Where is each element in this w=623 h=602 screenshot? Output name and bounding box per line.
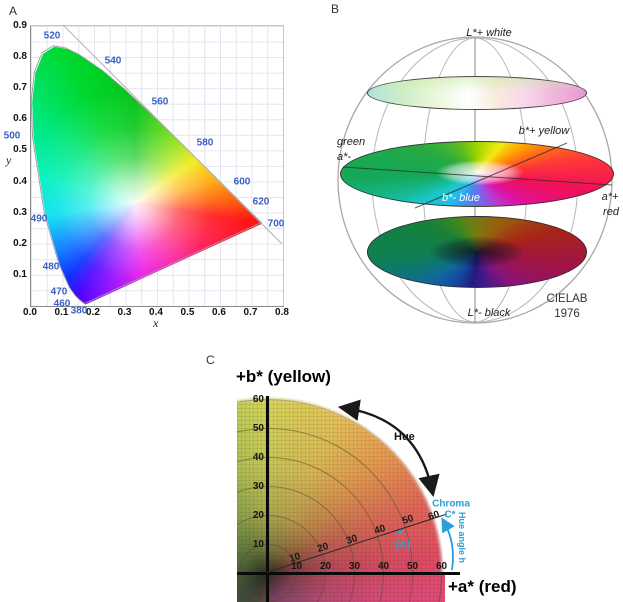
c-y-tick-label: 50 [252, 423, 264, 434]
y-tick-label: 0.3 [13, 206, 27, 218]
wavelength-label: 600 [233, 176, 251, 188]
panel-b-cielab-sphere: B L*+ white green a*- b*+ yellow b*- blu… [311, 0, 623, 340]
panel-a-label: A [9, 4, 18, 18]
panel-c-label: C [206, 353, 215, 367]
y-tick-label: 0.2 [13, 237, 27, 249]
green-axis-label-line1: green [337, 136, 366, 148]
panel-a-chromaticity-diagram: A x y 0.0 0.1 0.2 0.3 0.4 0.5 0.6 0.7 0.8 0.9 0.8 0… [0, 0, 311, 340]
chroma-label-line1: Chroma [432, 498, 470, 510]
hue-angle-label: Hue angle h [457, 512, 467, 564]
wavelength-label: 520 [43, 30, 61, 42]
x-tick-label: 0.1 [54, 307, 69, 318]
c-x-tick-label: 30 [348, 561, 361, 572]
y-tick-label: 0.7 [13, 82, 27, 94]
wavelength-label: 480 [42, 261, 60, 273]
wavelength-label: 540 [104, 55, 122, 67]
y-tick-label: 0.4 [13, 175, 27, 187]
cielab-caption-line2: 1976 [554, 308, 580, 320]
chroma-label-line2: C* [444, 509, 456, 521]
x-tick-label: 0.4 [149, 307, 163, 318]
c-x-tick-label: 40 [377, 561, 390, 572]
x-tick-label: 0.5 [180, 307, 195, 318]
point-a-label: (A) [395, 539, 411, 551]
c-y-tick-label: 40 [252, 452, 264, 463]
b-star-axis-title: +b* (yellow) [236, 367, 331, 386]
spectral-locus-gamut [31, 26, 283, 306]
cielab-caption-line1: CIELAB [546, 293, 588, 305]
dark-lightness-disk [367, 216, 587, 288]
b-star-axis-line [266, 396, 269, 602]
c-x-tick-label: 10 [290, 561, 303, 572]
panel-b-label: B [331, 2, 340, 16]
c-y-tick-label: 10 [252, 539, 264, 550]
x-axis-label: x [153, 316, 159, 330]
x-tick-label: 0.3 [117, 307, 132, 318]
red-axis-label-line2: red [603, 206, 619, 218]
wavelength-label: 700 [267, 218, 285, 230]
wavelength-label: 620 [252, 196, 270, 208]
y-tick-label: 0.8 [13, 51, 27, 63]
wavelength-label: 560 [151, 96, 169, 108]
green-axis-label-line2: a*- [337, 151, 352, 163]
a-star-axis-title: +a* (red) [448, 577, 517, 596]
c-y-tick-label: 20 [252, 510, 264, 521]
y-tick-label: 0.9 [13, 20, 27, 31]
light-lightness-disk [367, 76, 587, 110]
wavelength-label: 500 [3, 130, 21, 142]
a-star-axis-line [237, 572, 460, 575]
y-tick-label: 0.5 [13, 144, 27, 156]
x-tick-label: 0.7 [243, 307, 258, 318]
x-tick-label: 0.6 [212, 307, 226, 318]
wavelength-label: 580 [196, 137, 214, 149]
c-y-tick-label: 60 [252, 394, 264, 405]
wavelength-label: 470 [50, 286, 68, 298]
c-y-tick-label: 30 [252, 481, 264, 492]
lightness-minus-label: L*- black [467, 307, 511, 319]
chromaticity-plot-area [30, 25, 284, 307]
y-tick-label: 0.6 [13, 113, 27, 125]
x-tick-label: 0.2 [86, 307, 100, 318]
wavelength-label: 490 [30, 213, 48, 225]
c-x-tick-label: 20 [319, 561, 332, 572]
x-tick-label: 0.8 [275, 307, 289, 318]
c-x-tick-label: 50 [406, 561, 419, 572]
panel-c-chroma-hue-quadrant: C +b* (yellow) [0, 350, 623, 602]
c-x-tick-label: 60 [435, 561, 448, 572]
wavelength-label: 460 [53, 298, 71, 310]
yellow-axis-label: b*+ yellow [518, 125, 570, 137]
red-axis-label-line1: a*+ [601, 191, 619, 203]
lightness-plus-label: L*+ white [466, 27, 512, 39]
blue-axis-label: b*- blue [442, 192, 480, 204]
hue-label: Hue [394, 431, 415, 443]
y-tick-label: 0.1 [13, 268, 27, 280]
x-tick-label: 0.0 [23, 307, 37, 318]
y-axis-label: y [6, 153, 12, 167]
wavelength-label: 380 [70, 305, 88, 317]
